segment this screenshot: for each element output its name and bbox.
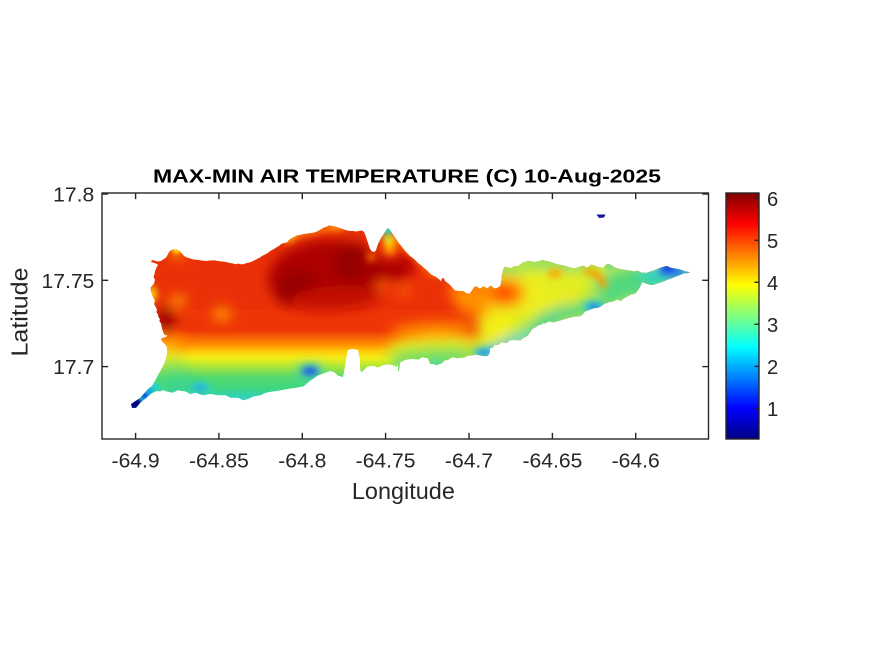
- svg-text:17.7: 17.7: [53, 357, 94, 379]
- svg-text:-64.65: -64.65: [523, 450, 583, 472]
- svg-text:-64.8: -64.8: [278, 450, 326, 472]
- svg-text:-64.6: -64.6: [612, 450, 660, 472]
- svg-text:-64.85: -64.85: [189, 450, 249, 472]
- svg-text:Latitude: Latitude: [7, 268, 33, 357]
- svg-text:6: 6: [767, 189, 778, 211]
- svg-text:1: 1: [767, 399, 778, 421]
- svg-text:MAX-MIN AIR TEMPERATURE (C) 10: MAX-MIN AIR TEMPERATURE (C) 10-Aug-2025: [153, 167, 661, 187]
- svg-text:17.75: 17.75: [42, 271, 95, 293]
- svg-text:17.8: 17.8: [53, 185, 94, 207]
- svg-text:2: 2: [767, 357, 778, 379]
- svg-text:4: 4: [767, 273, 778, 295]
- svg-text:-64.75: -64.75: [356, 450, 416, 472]
- svg-text:3: 3: [767, 315, 778, 337]
- svg-text:-64.9: -64.9: [112, 450, 160, 472]
- svg-text:-64.7: -64.7: [445, 450, 493, 472]
- svg-text:Longitude: Longitude: [352, 478, 455, 504]
- svg-text:5: 5: [767, 231, 778, 253]
